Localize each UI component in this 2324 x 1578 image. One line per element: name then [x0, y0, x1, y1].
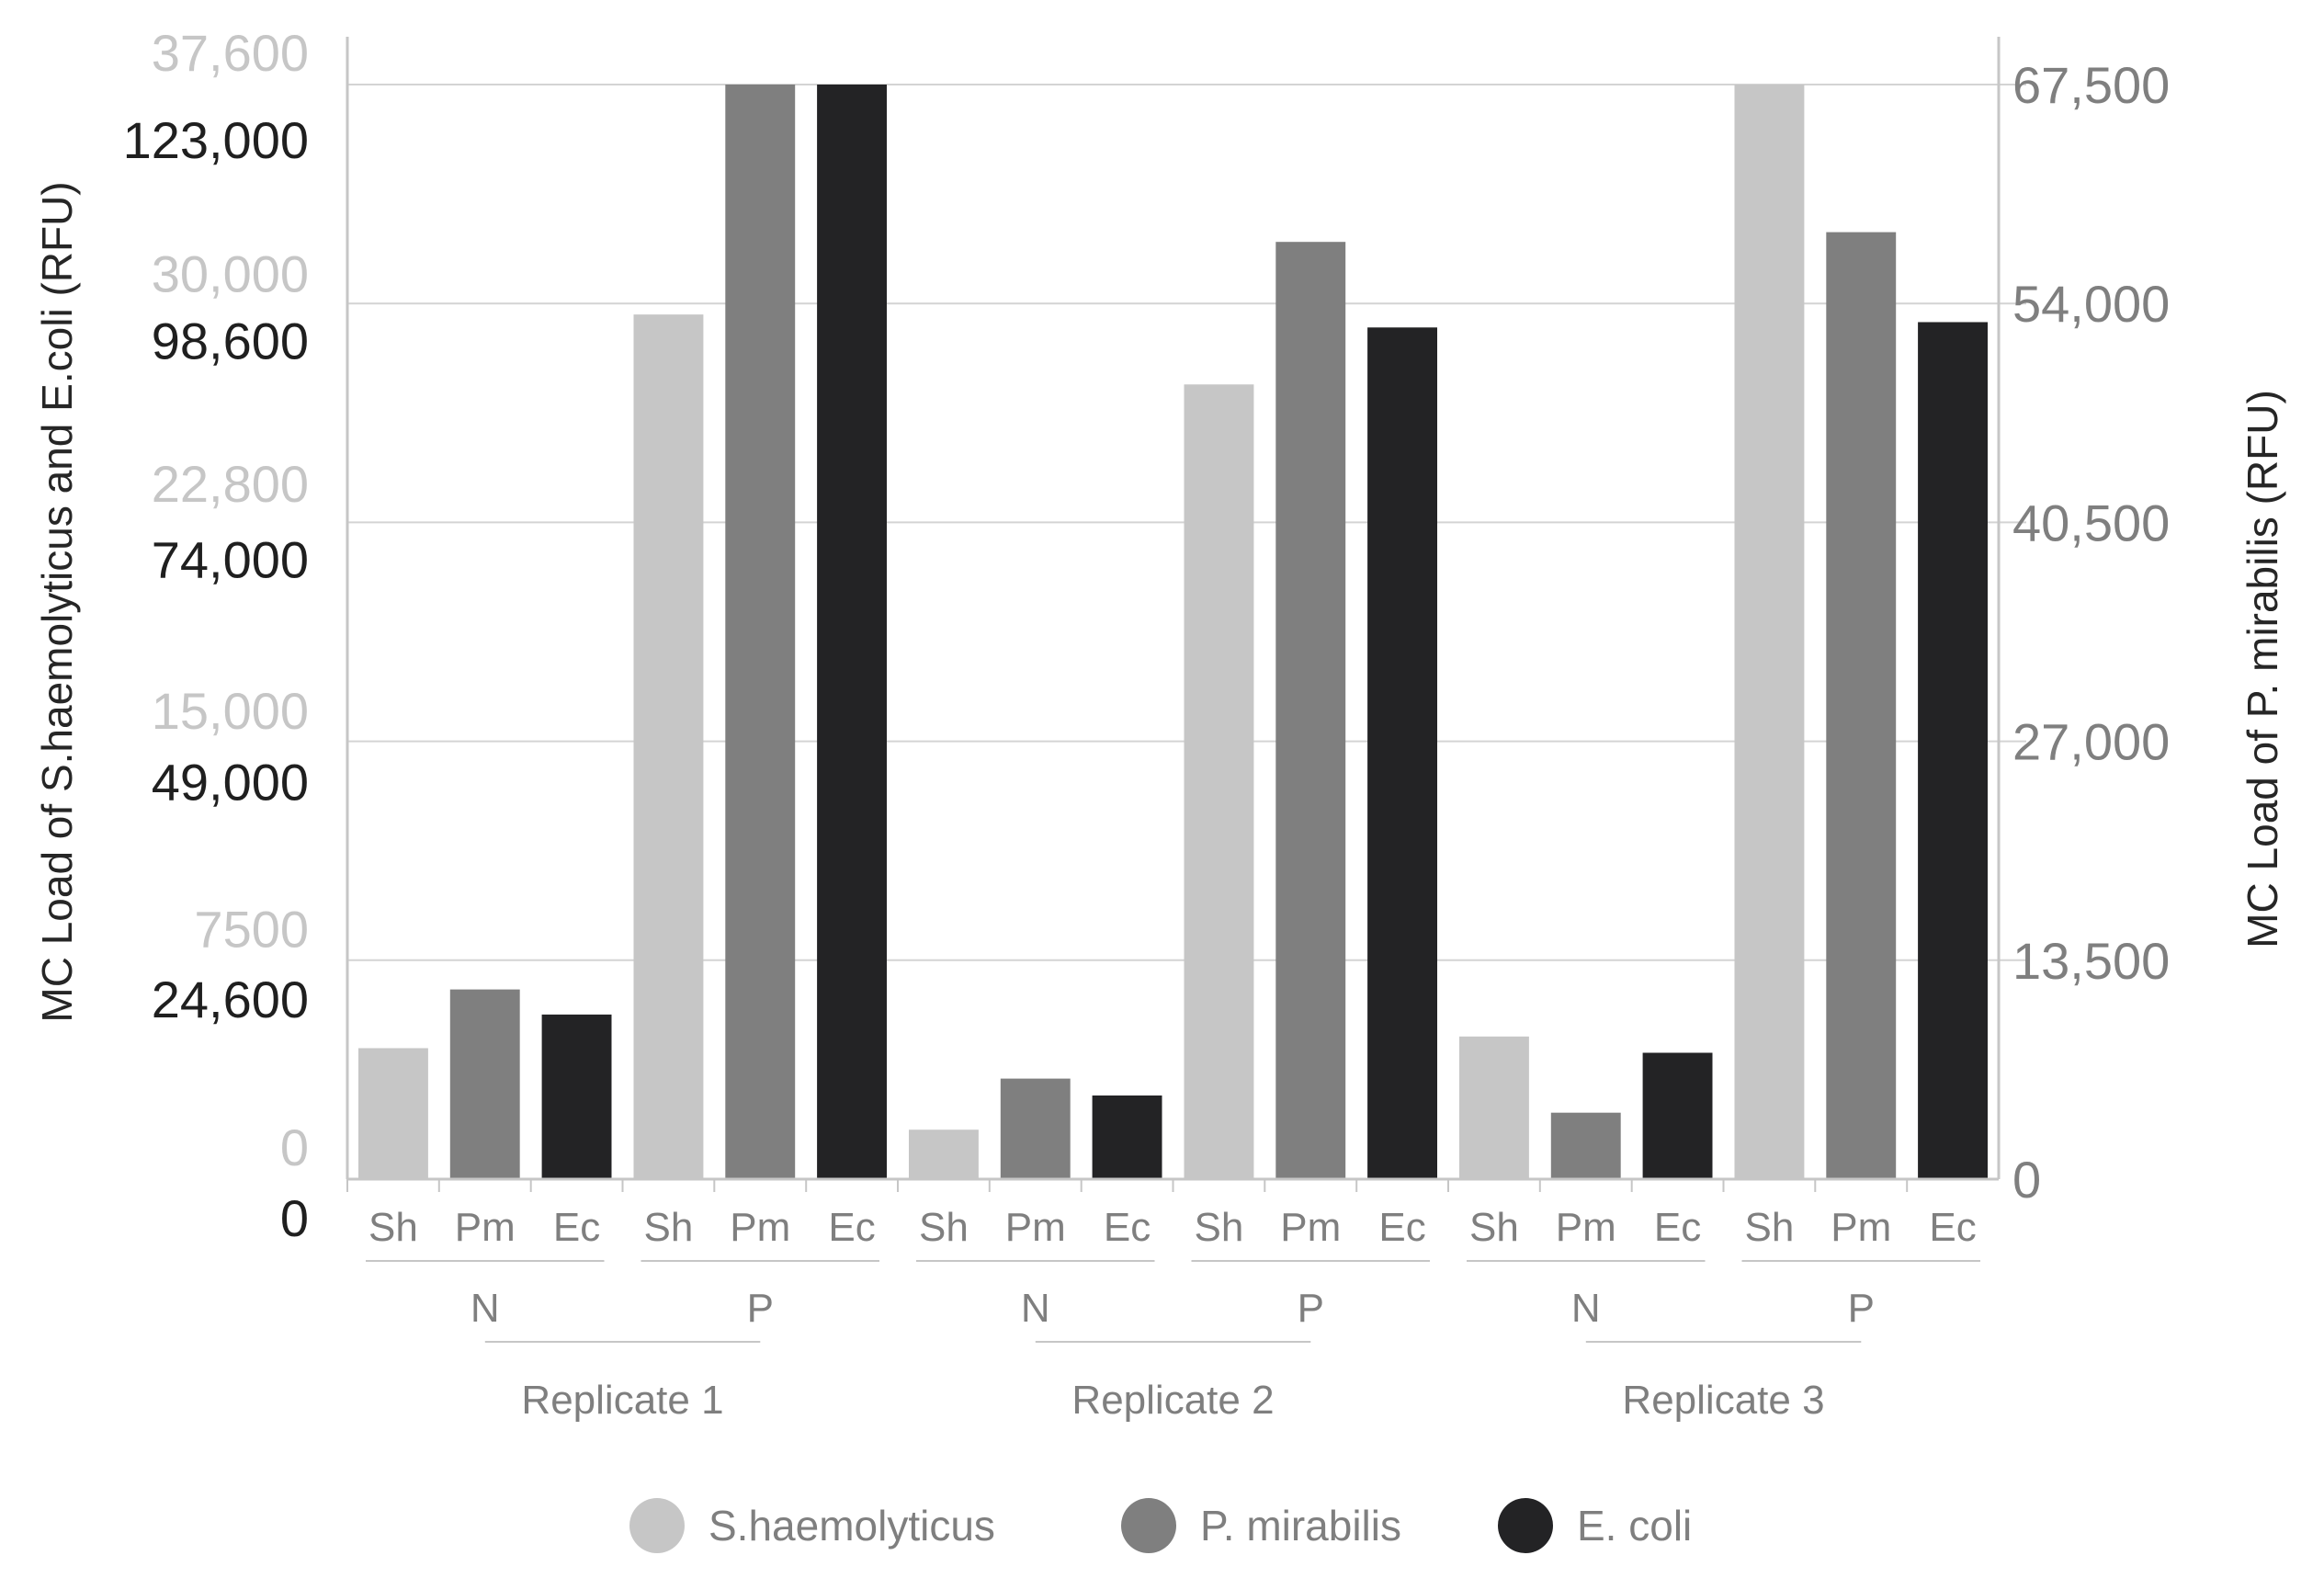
bar-ec-2 — [541, 1014, 612, 1179]
y-left-outer-tick-2: 15,000 — [152, 682, 309, 740]
replicate-label-2: Replicate 3 — [1622, 1378, 1824, 1423]
y-left-inner-tick-4: 98,600 — [152, 312, 309, 369]
x-bar-label-6: Sh — [919, 1205, 969, 1250]
replicate-label-0: Replicate 1 — [521, 1378, 723, 1423]
x-bar-label-12: Sh — [1469, 1205, 1519, 1250]
y-left-outer-tick-3: 22,800 — [152, 455, 309, 513]
legend-marker-ec — [1498, 1498, 1553, 1553]
legend-label-ec: E. coli — [1577, 1502, 1692, 1550]
x-bar-label-16: Pm — [1831, 1205, 1891, 1250]
bar-ec-17 — [1918, 322, 1988, 1179]
y-left-inner-tick-1: 24,600 — [152, 971, 309, 1028]
bar-pm-1 — [449, 989, 520, 1179]
x-bar-label-7: Pm — [1005, 1205, 1066, 1250]
bar-sh-12 — [1459, 1036, 1529, 1179]
x-bar-label-17: Ec — [1929, 1205, 1976, 1250]
condition-label-0-1: P — [747, 1286, 774, 1331]
y-left-outer-tick-5: 37,600 — [152, 24, 309, 82]
y-left-outer-tick-0: 0 — [280, 1118, 309, 1176]
bar-pm-10 — [1275, 242, 1346, 1179]
x-bar-label-14: Ec — [1654, 1205, 1701, 1250]
bar-ec-5 — [817, 85, 887, 1179]
y-left-inner-tick-0: 0 — [280, 1189, 309, 1247]
bar-pm-4 — [725, 85, 796, 1179]
tick-labels: 0 7500 15,000 22,800 30,000 37,600 0 24,600 49,0… — [123, 24, 2171, 1247]
x-bar-label-11: Ec — [1378, 1205, 1425, 1250]
legend-marker-pm — [1121, 1498, 1176, 1553]
bar-ec-14 — [1642, 1052, 1713, 1179]
x-bar-label-13: Pm — [1556, 1205, 1616, 1250]
y-right-tick-2: 27,000 — [2012, 713, 2170, 771]
y-left-inner-tick-2: 49,000 — [152, 754, 309, 812]
x-bar-label-9: Sh — [1194, 1205, 1243, 1250]
y-right-tick-1: 13,500 — [2012, 932, 2170, 990]
y-axis-right-title: MC Load of P. mirabilis (RFU) — [2239, 390, 2286, 948]
condition-label-1-1: P — [1298, 1286, 1324, 1331]
x-bar-label-4: Pm — [730, 1205, 790, 1250]
legend-marker-sh — [629, 1498, 685, 1553]
bar-sh-9 — [1184, 384, 1254, 1179]
y-right-tick-5: 67,500 — [2012, 56, 2170, 114]
condition-label-2-0: N — [1571, 1286, 1601, 1331]
y-left-outer-tick-4: 30,000 — [152, 245, 309, 303]
x-bar-label-8: Ec — [1104, 1205, 1151, 1250]
y-left-inner-tick-3: 74,000 — [152, 530, 309, 588]
bar-sh-15 — [1734, 85, 1805, 1179]
bars — [358, 85, 1988, 1180]
y-right-tick-4: 54,000 — [2012, 275, 2170, 333]
x-bar-label-2: Ec — [553, 1205, 600, 1250]
y-left-outer-tick-1: 7500 — [194, 900, 309, 958]
bar-pm-7 — [1000, 1078, 1071, 1179]
bar-sh-6 — [909, 1130, 979, 1179]
legend: S.haemolyticus P. mirabilis E. coli — [629, 1498, 1692, 1553]
x-bar-label-15: Sh — [1744, 1205, 1794, 1250]
y-right-tick-3: 40,500 — [2012, 494, 2170, 551]
x-bar-label-10: Pm — [1280, 1205, 1341, 1250]
category-labels: Sh Pm Ec Sh Pm Ec Sh Pm Ec Sh Pm Ec Sh Pm Ec Sh Pm Ec N P Re… — [346, 1179, 1980, 1423]
x-bar-label-1: Pm — [455, 1205, 516, 1250]
replicate-label-1: Replicate 2 — [1071, 1378, 1274, 1423]
bar-ec-11 — [1367, 327, 1437, 1179]
x-bar-label-5: Ec — [828, 1205, 875, 1250]
y-left-inner-tick-5: 123,000 — [123, 111, 309, 169]
condition-label-2-1: P — [1848, 1286, 1875, 1331]
condition-label-0-0: N — [470, 1286, 500, 1331]
x-bar-label-3: Sh — [643, 1205, 693, 1250]
condition-label-1-0: N — [1021, 1286, 1050, 1331]
bar-ec-8 — [1092, 1096, 1162, 1179]
x-bar-label-0: Sh — [368, 1205, 418, 1250]
y-right-tick-0: 0 — [2012, 1151, 2041, 1209]
bar-sh-0 — [358, 1048, 428, 1179]
y-axis-left-title: MC Load of S.haemolyticus and E.coli (RF… — [33, 181, 81, 1022]
bar-pm-16 — [1826, 232, 1897, 1180]
bar-sh-3 — [633, 314, 704, 1179]
legend-label-sh: S.haemolyticus — [709, 1502, 995, 1550]
bar-pm-13 — [1550, 1112, 1621, 1179]
legend-label-pm: P. mirabilis — [1200, 1502, 1401, 1550]
